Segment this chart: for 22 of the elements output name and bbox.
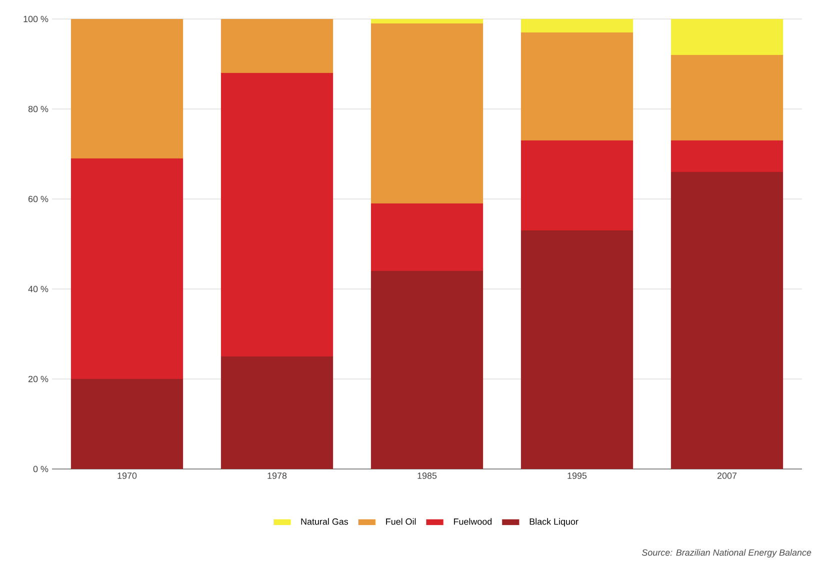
y-tick-label: 20 % [28, 376, 48, 382]
legend-label: Natural Gas [301, 518, 348, 525]
y-tick-label: 40 % [28, 286, 48, 292]
x-tick-label: 1970 [118, 472, 137, 479]
x-tick-label: 2007 [717, 472, 737, 479]
x-tick-label: 1995 [568, 472, 587, 479]
y-tick-label: 60 % [28, 196, 48, 202]
bar [520, 140, 634, 231]
bar [220, 72, 334, 357]
legend-label: Black Liquor [530, 518, 578, 527]
x-tick-label: 1985 [418, 472, 437, 479]
y-tick-label: 100 % [24, 16, 48, 22]
bar [520, 32, 634, 141]
legend-label: Fuel Oil [386, 518, 416, 525]
bar [670, 140, 784, 172]
x-tick-label: 1978 [268, 472, 287, 479]
y-tick-label: 80 % [28, 106, 48, 112]
legend-label: Fuelwood [454, 518, 492, 525]
bar [370, 203, 484, 272]
bar [70, 158, 184, 380]
y-tick-label: 0 % [33, 466, 48, 472]
source-note: Source: Brazilian National Energy Balance [642, 549, 812, 558]
